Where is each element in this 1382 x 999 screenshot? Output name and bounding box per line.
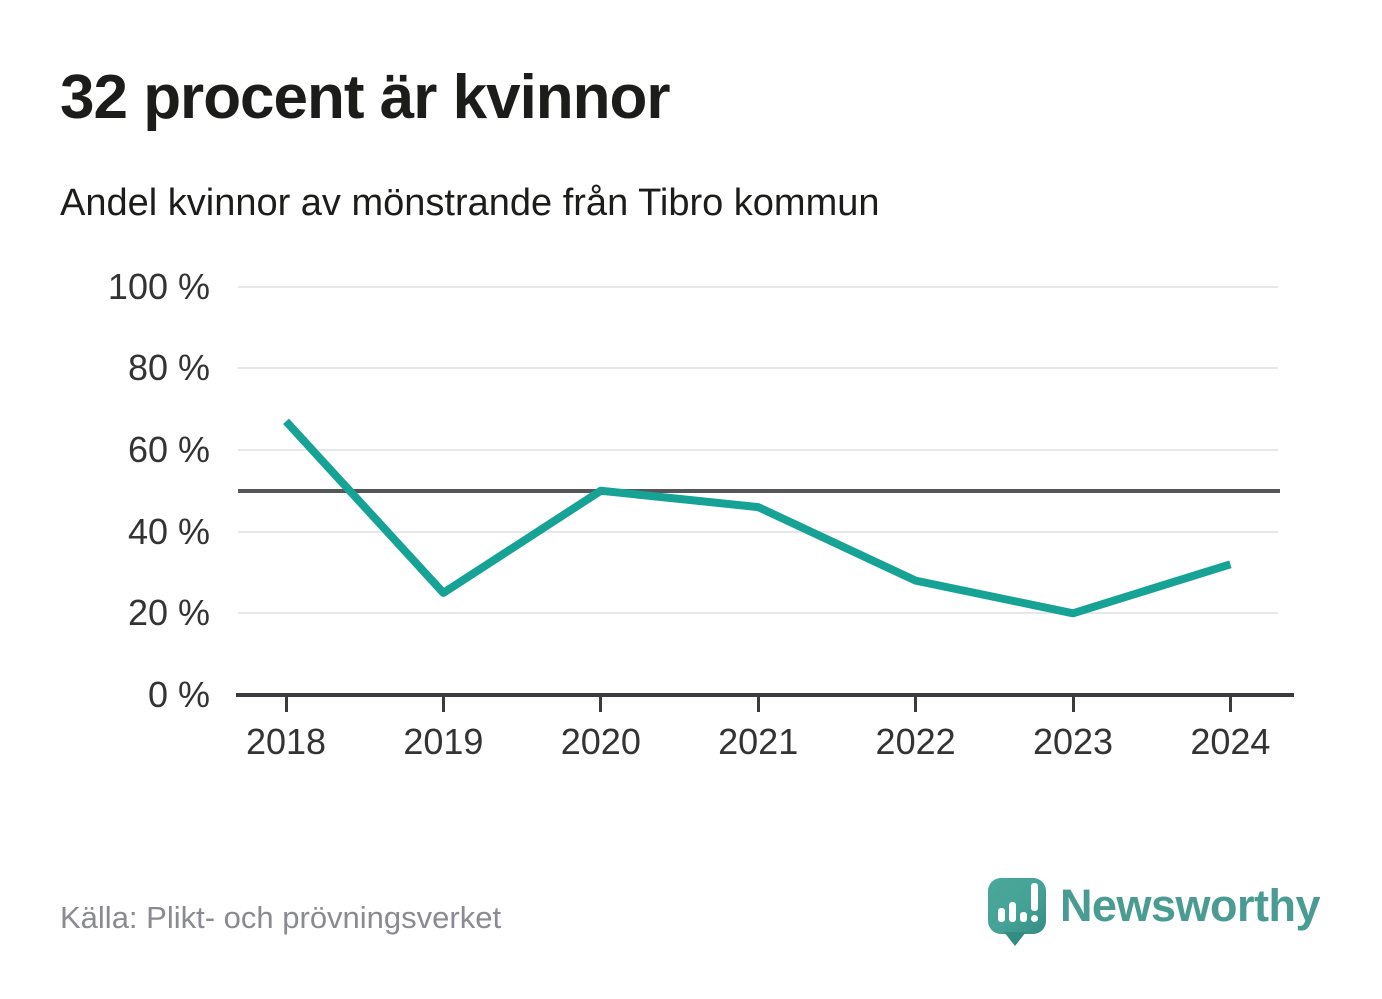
y-axis-label-60: 60 % [127, 428, 210, 470]
exclamation-dot [1030, 915, 1038, 922]
x-axis-label-2018: 2018 [245, 721, 327, 762]
y-axis-label-20: 20 % [127, 592, 210, 634]
y-axis-label-0: 0 % [147, 674, 210, 715]
speech-bubble-tail [1003, 932, 1026, 946]
x-axis-tick-2022 [914, 697, 918, 712]
gridline-40 [238, 530, 1278, 533]
source-note: Källa: Plikt- och prövningsverket [60, 900, 502, 935]
exclamation-icon [1030, 883, 1038, 922]
bar-chart-icon [997, 883, 1038, 922]
gridline-100 [238, 285, 1278, 288]
y-axis-label-40: 40 % [127, 510, 210, 552]
x-axis-tick-2020 [599, 697, 603, 712]
x-axis-label-2024: 2024 [1190, 721, 1271, 762]
bar-icon-short [1019, 912, 1027, 922]
gridline-60 [238, 448, 1278, 451]
x-axis-tick-2024 [1228, 697, 1232, 712]
x-axis-tick-2023 [1071, 697, 1075, 712]
y-axis-label-100: 100 % [107, 265, 210, 307]
x-axis-tick-2019 [441, 697, 445, 712]
newsworthy-logo: Newsworthy [987, 878, 1321, 946]
chart-subtitle: Andel kvinnor av mönstrande från Tibro k… [60, 182, 880, 224]
x-axis-label-2023: 2023 [1032, 721, 1114, 762]
x-axis-label-2019: 2019 [403, 721, 484, 762]
y-axis-label-80: 80 % [127, 347, 210, 389]
x-axis-tick-2021 [756, 697, 760, 712]
gridline-20 [238, 612, 1278, 615]
x-axis-tick-2018 [284, 697, 288, 712]
x-axis-line [236, 693, 1294, 697]
x-axis-label-2020: 2020 [560, 721, 641, 762]
chart-title: 32 procent är kvinnor [60, 63, 671, 132]
bar-icon-small [997, 908, 1005, 922]
newsworthy-bubble-icon [987, 878, 1046, 946]
gridline-80 [238, 367, 1278, 370]
bar-icon-medium [1008, 902, 1016, 922]
x-axis-label-2021: 2021 [718, 721, 799, 762]
x-axis-label-2022: 2022 [875, 721, 956, 762]
newsworthy-wordmark: Newsworthy [1059, 880, 1321, 931]
reference-line-50 [238, 488, 1280, 493]
exclamation-stroke [1030, 883, 1038, 911]
